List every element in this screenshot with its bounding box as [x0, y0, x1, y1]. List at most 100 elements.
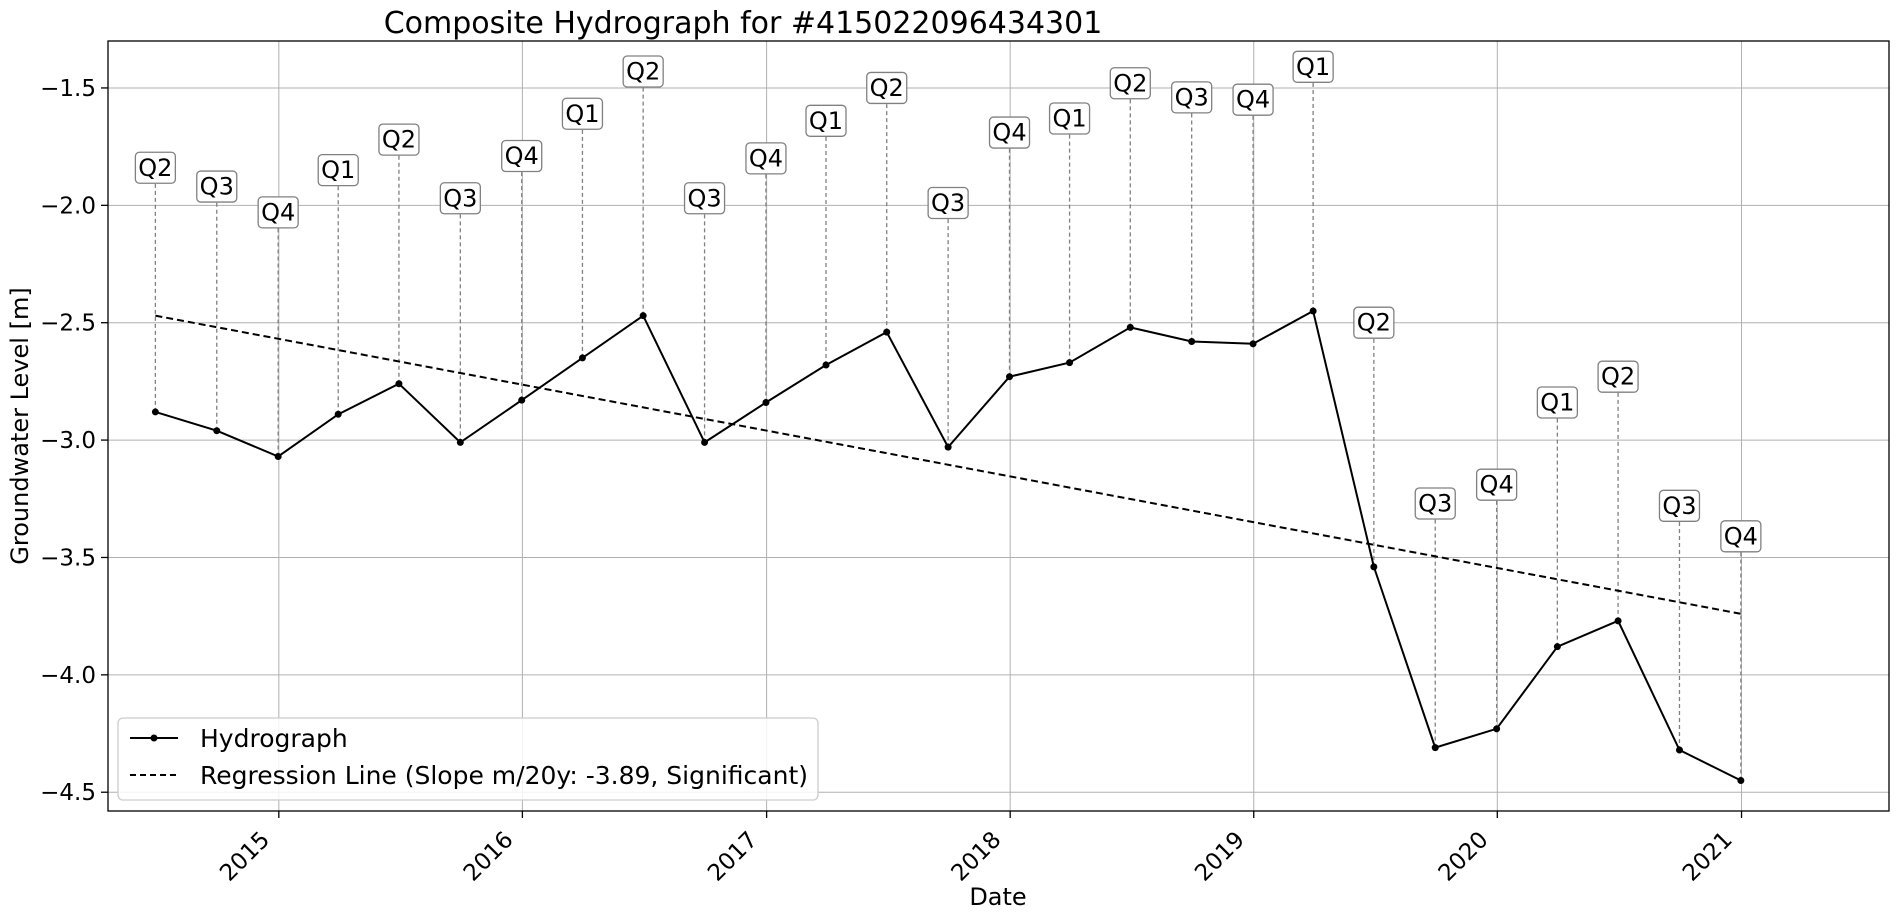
- quarter-annotation-label: Q2: [1357, 309, 1391, 337]
- quarter-annotation-label: Q2: [138, 154, 172, 182]
- quarter-annotation-box: [134, 151, 177, 184]
- quarter-annotation-box: [501, 139, 543, 173]
- quarter-annotation-box: [1353, 306, 1395, 339]
- quarter-annotation-box: [1414, 487, 1456, 520]
- quarter-annotation-box: [1658, 489, 1701, 522]
- y-tick-label: −2.0: [40, 193, 96, 219]
- legend: Hydrograph Regression Line (Slope m/20y:…: [117, 717, 819, 801]
- quarter-annotation-box: [988, 116, 1031, 149]
- hydrograph-point: [578, 354, 586, 362]
- quarter-annotation-label: Q2: [1601, 363, 1635, 391]
- x-axis-label: Date: [969, 883, 1026, 911]
- quarter-annotation-box: [378, 123, 420, 156]
- hydrograph-point: [213, 427, 221, 435]
- quarter-annotation-box: [1048, 102, 1091, 135]
- quarter-annotation-label: Q1: [321, 156, 355, 184]
- quarter-annotation-label: Q3: [1175, 83, 1209, 111]
- quarter-annotation-box: [866, 71, 908, 105]
- quarter-annotation-box: [745, 142, 787, 175]
- y-tick-label: −2.5: [40, 311, 96, 337]
- hydrograph-point: [1675, 746, 1683, 754]
- y-tick-label: −4.0: [40, 663, 96, 689]
- plot-area-frame: [107, 40, 1890, 812]
- quarter-annotation-label: Q1: [1540, 389, 1574, 417]
- quarter-annotation-label: Q4: [261, 198, 295, 226]
- quarter-annotation-box: [439, 182, 481, 215]
- quarter-annotation-box: [1536, 386, 1579, 419]
- quarter-annotation-label: Q4: [992, 119, 1026, 147]
- quarter-annotation-label: Q4: [505, 142, 539, 170]
- hydrograph-point: [395, 380, 403, 388]
- legend-regression-label: Regression Line (Slope m/20y: -3.89, Sig…: [200, 761, 808, 790]
- hydrograph-point: [762, 399, 770, 407]
- quarter-annotation-box: [622, 55, 664, 88]
- quarter-annotation-label: Q3: [931, 189, 965, 217]
- quarter-annotation-label: Q1: [1296, 53, 1330, 81]
- hydrograph-point: [1553, 643, 1561, 651]
- quarter-annotation-box: [1720, 520, 1762, 553]
- chart-title: Composite Hydrograph for #41502209643430…: [384, 6, 1103, 41]
- quarter-annotation-label: Q3: [200, 173, 234, 201]
- quarter-annotation-box: [683, 182, 726, 215]
- quarter-annotation-label: Q2: [870, 74, 904, 102]
- hydrograph-point: [944, 443, 952, 451]
- hydrograph-point: [883, 328, 891, 336]
- quarter-annotation-box: [1232, 83, 1274, 116]
- quarter-annotation-box: [1597, 360, 1639, 393]
- quarter-annotation-label: Q2: [382, 126, 416, 154]
- quarter-annotation-label: Q4: [1236, 86, 1270, 114]
- quarter-annotation-label: Q2: [1113, 69, 1147, 97]
- hydrograph-point: [1737, 776, 1745, 784]
- hydrograph-point: [1370, 563, 1378, 571]
- quarter-annotation-box: [196, 170, 238, 203]
- y-tick-label: −4.5: [40, 780, 96, 806]
- quarter-annotation-label: Q4: [1724, 522, 1758, 550]
- quarter-annotation-box: [317, 153, 359, 187]
- hydrograph-point: [1249, 340, 1257, 348]
- hydrograph-point: [1614, 617, 1622, 625]
- hydrograph-point: [1006, 373, 1014, 381]
- regression-line: [155, 314, 1742, 615]
- quarter-annotation-label: Q3: [1418, 489, 1452, 517]
- quarter-annotation-box: [805, 104, 847, 137]
- quarter-annotation-label: Q3: [687, 184, 721, 212]
- hydrograph-point: [518, 396, 526, 404]
- quarter-annotation-box: [561, 97, 604, 130]
- hydrograph-point: [151, 408, 159, 416]
- hydrograph-point: [1188, 337, 1196, 345]
- quarter-annotation-label: Q1: [1052, 104, 1086, 132]
- quarter-annotation-label: Q4: [749, 144, 783, 172]
- hydrograph-point: [1309, 307, 1317, 315]
- series-layer: [151, 307, 1745, 784]
- y-tick-label: −3.5: [40, 545, 96, 571]
- y-axis-label: Groundwater Level [m]: [6, 287, 34, 564]
- quarter-annotations: Q2 Q3 Q4 Q1 Q2 Q3 Q4 Q1 Q2 Q3 Q4 Q1 Q2 Q3 Q4 Q1 Q2 Q3 Q4 Q1…: [134, 50, 1762, 553]
- legend-hydrograph-marker: [150, 734, 158, 742]
- quarter-annotation-box: [927, 186, 969, 220]
- quarter-annotation-label: Q4: [1480, 471, 1514, 499]
- quarter-annotation-box: [1109, 67, 1151, 100]
- quarter-annotation-box: [257, 196, 299, 229]
- quarter-annotation-box: [1171, 81, 1213, 114]
- y-tick-label: −3.0: [40, 428, 96, 454]
- y-tick-label: −1.5: [40, 76, 96, 102]
- legend-box: [117, 717, 819, 801]
- hydrograph-point: [1431, 744, 1439, 752]
- quarter-annotation-box: [1475, 468, 1518, 501]
- hydrograph-point: [639, 312, 647, 320]
- quarter-annotation-label: Q3: [443, 184, 477, 212]
- quarter-annotation-box: [1292, 50, 1334, 83]
- quarter-annotation-label: Q1: [809, 107, 843, 135]
- legend-hydrograph-label: Hydrograph: [200, 724, 348, 753]
- quarter-annotation-label: Q2: [626, 58, 660, 86]
- annotation-leader-lines: [154, 66, 1742, 781]
- hydrograph-point: [334, 410, 342, 418]
- hydrograph-point: [822, 361, 830, 369]
- hydrograph-point: [274, 453, 282, 461]
- hydrograph-point: [1126, 323, 1134, 331]
- hydrograph-point: [701, 438, 709, 446]
- hydrograph-point: [456, 438, 464, 446]
- quarter-annotation-label: Q3: [1662, 492, 1696, 520]
- quarter-annotation-label: Q1: [565, 100, 599, 128]
